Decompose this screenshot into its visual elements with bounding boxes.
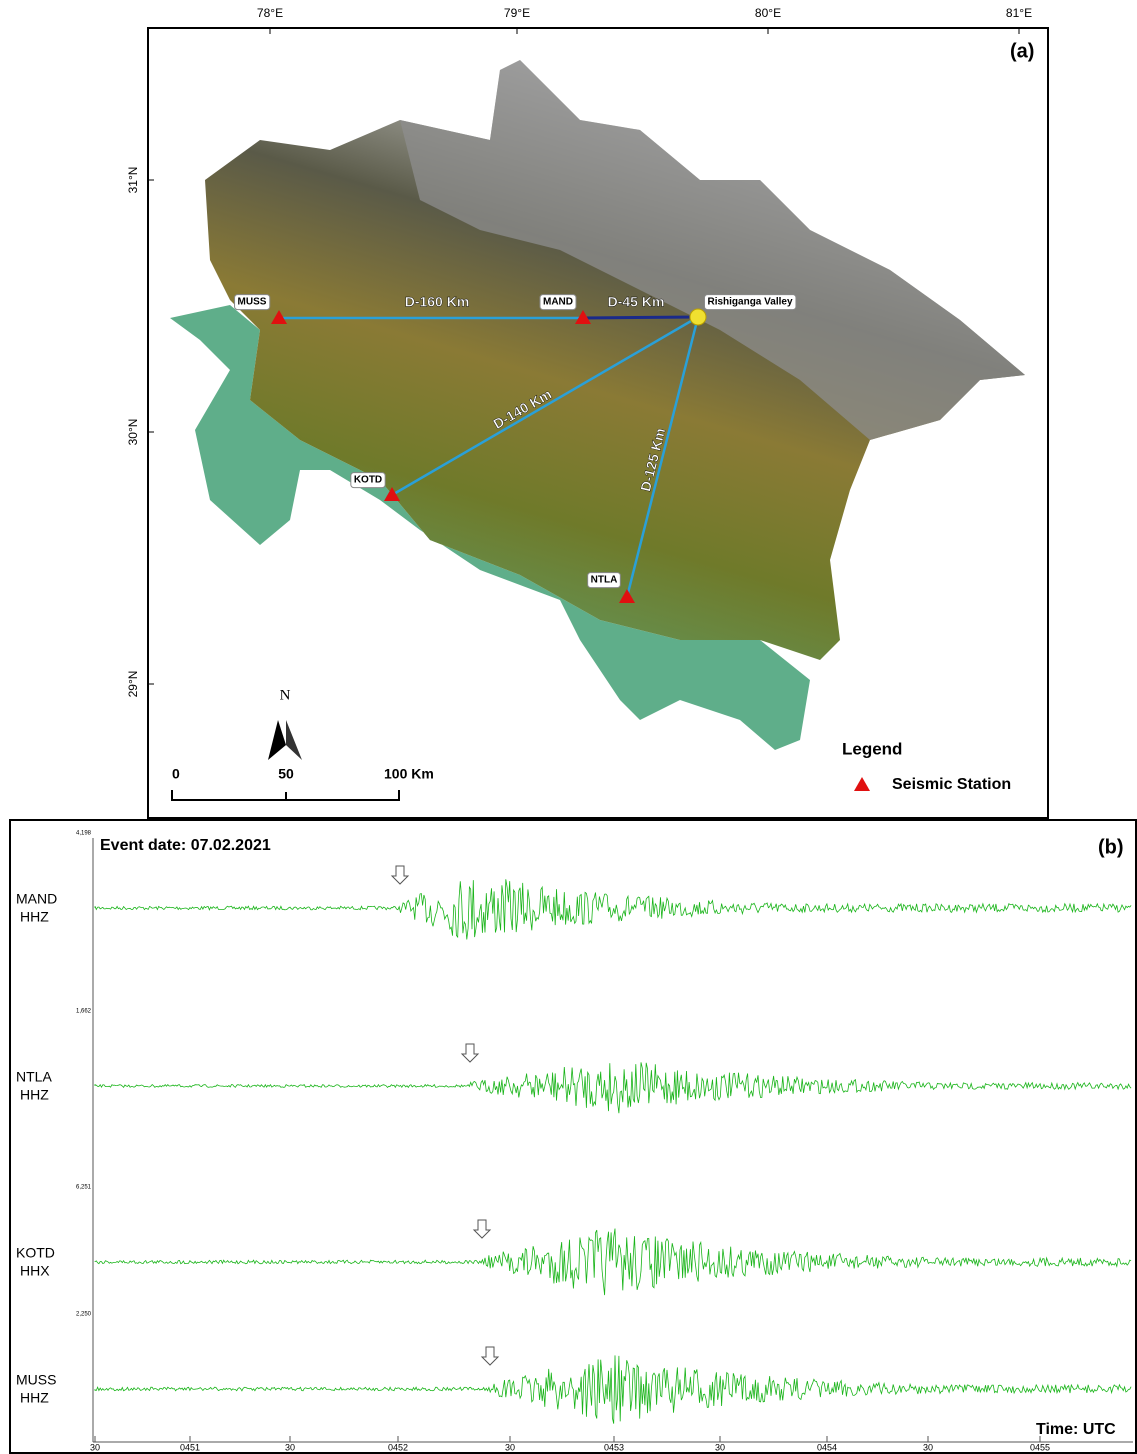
lat-tick-label: 29°N	[126, 671, 140, 698]
time-axis-title: Time: UTC	[1036, 1421, 1116, 1438]
time-label: 30	[90, 1442, 100, 1452]
station-name: NTLA	[16, 1069, 52, 1085]
figure: (a) 78°E 79°E 80°E 81°E 31°N 30°N 29°N MUSS MAND K…	[0, 0, 1137, 1454]
amplitude-label: 2,250	[76, 1312, 92, 1318]
time-label: 0455	[1030, 1442, 1050, 1452]
lat-tick-label: 30°N	[126, 419, 140, 446]
lat-tick-label: 31°N	[126, 167, 140, 194]
station-name: KOTD	[16, 1245, 55, 1261]
scale-label: 100 Km	[384, 766, 434, 782]
channel-name: HHZ	[20, 909, 49, 925]
time-label: 0454	[817, 1442, 837, 1452]
station-label: KOTD	[354, 475, 382, 486]
lon-tick-label: 81°E	[1006, 6, 1032, 20]
legend-title: Legend	[842, 739, 902, 758]
amplitude-label: 1,662	[76, 1009, 92, 1015]
distance-line	[583, 317, 698, 318]
channel-name: HHZ	[20, 1390, 49, 1406]
station-name: MUSS	[16, 1372, 56, 1388]
lon-tick-label: 80°E	[755, 6, 781, 20]
scale-label: 0	[172, 766, 180, 782]
amplitude-label: 4,198	[76, 831, 92, 837]
time-label: 30	[715, 1442, 725, 1452]
amplitude-label: 6,251	[76, 1185, 92, 1191]
scale-label: 50	[278, 766, 294, 782]
time-label: 30	[923, 1442, 933, 1452]
time-label: 0453	[604, 1442, 624, 1452]
station-label: MAND	[543, 297, 573, 308]
north-label: N	[280, 687, 291, 703]
legend-item: Seismic Station	[892, 776, 1011, 793]
epicenter	[690, 309, 706, 325]
epicenter-label: Rishiganga Valley	[707, 297, 792, 308]
channel-name: HHX	[20, 1263, 50, 1279]
distance-label: D-45 Km	[608, 294, 665, 310]
station-label: MUSS	[238, 297, 267, 308]
distance-label: D-160 Km	[405, 294, 470, 310]
event-date: Event date: 07.02.2021	[100, 837, 271, 854]
lon-tick-label: 78°E	[257, 6, 283, 20]
station-label: NTLA	[591, 575, 618, 586]
time-label: 0452	[388, 1442, 408, 1452]
station-name: MAND	[16, 891, 57, 907]
lon-tick-label: 79°E	[504, 6, 530, 20]
seismogram-frame	[10, 820, 1136, 1453]
time-label: 30	[505, 1442, 515, 1452]
time-label: 30	[285, 1442, 295, 1452]
time-label: 0451	[180, 1442, 200, 1452]
panel-label: (b)	[1098, 836, 1124, 858]
panel-label: (a)	[1010, 40, 1034, 62]
channel-name: HHZ	[20, 1087, 49, 1103]
